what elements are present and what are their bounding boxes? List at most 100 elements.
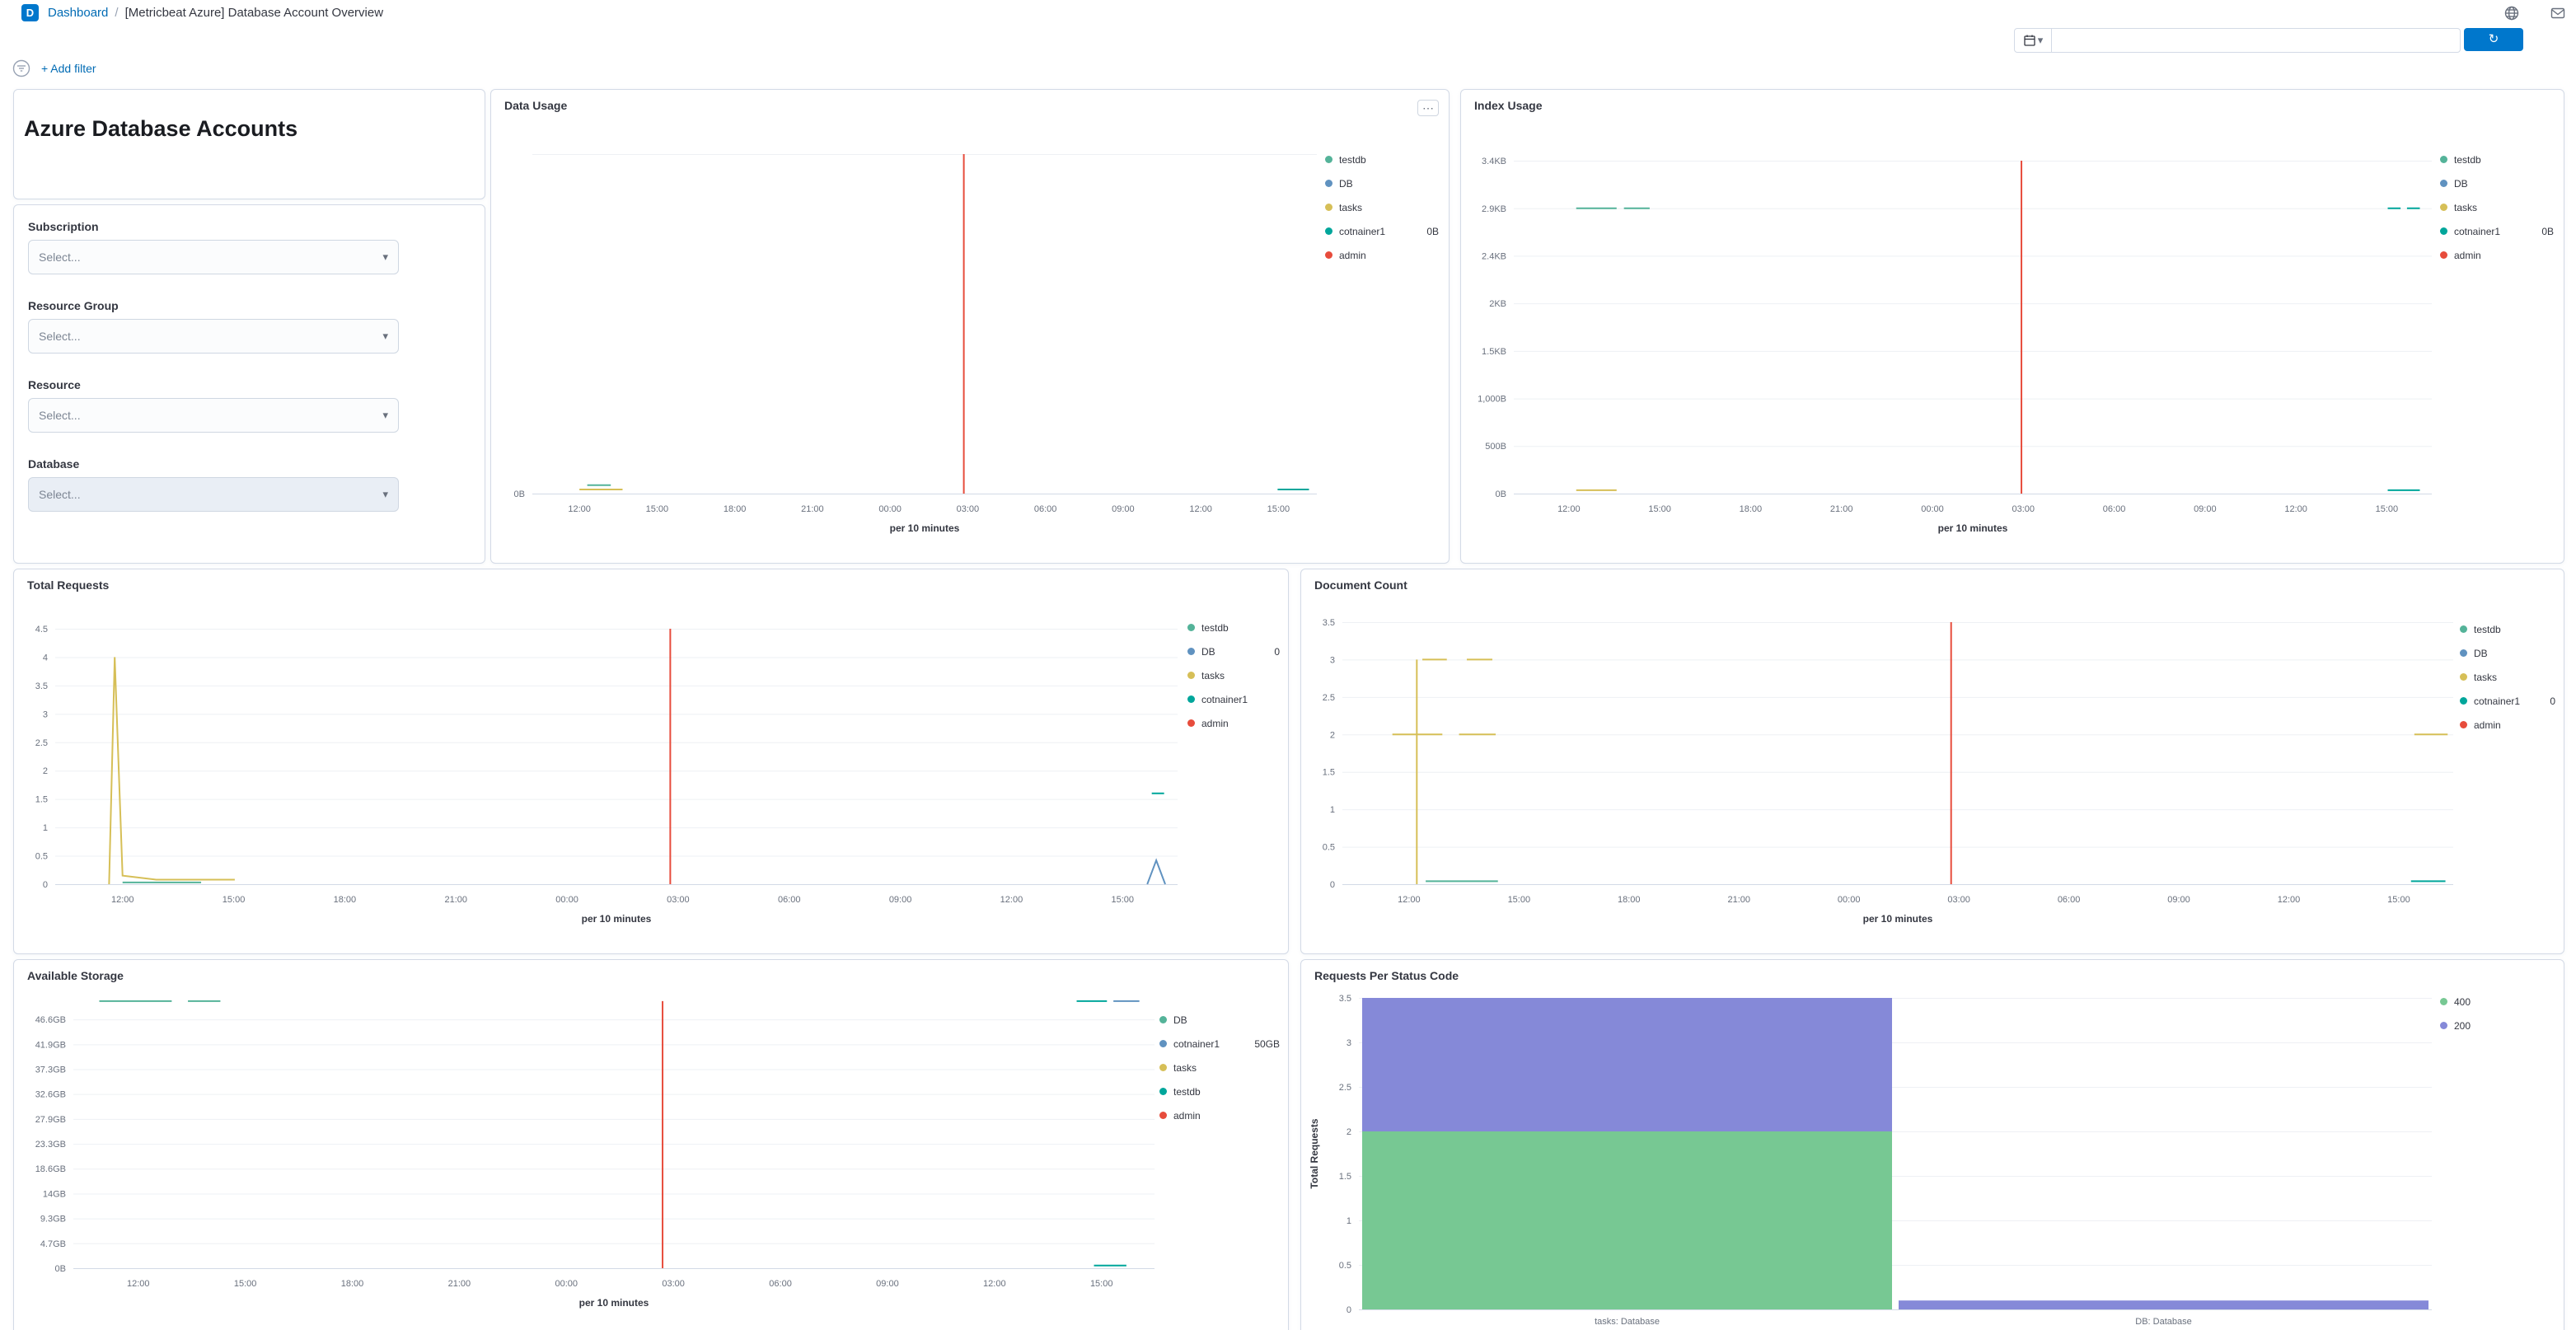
svg-text:2.9KB: 2.9KB (1482, 204, 1506, 214)
resource-select[interactable]: Select... ▾ (28, 398, 399, 433)
svg-text:0: 0 (1330, 880, 1335, 890)
svg-text:1,000B: 1,000B (1478, 395, 1506, 405)
legend-color-dot (2460, 673, 2467, 681)
legend-item[interactable]: admin (2440, 243, 2554, 267)
svg-text:32.6GB: 32.6GB (35, 1090, 66, 1100)
svg-text:18:00: 18:00 (334, 895, 357, 905)
svg-text:0.5: 0.5 (35, 852, 48, 862)
svg-text:per 10 minutes: per 10 minutes (1863, 913, 1933, 925)
legend-item[interactable]: cotnainer1 (1187, 687, 1280, 711)
svg-text:12:00: 12:00 (1557, 504, 1581, 514)
legend-item[interactable]: tasks (1159, 1056, 1280, 1079)
svg-text:per 10 minutes: per 10 minutes (1938, 522, 2008, 534)
legend-item[interactable]: cotnainer1 0B (1325, 219, 1439, 243)
legend-item[interactable]: tasks (2440, 195, 2554, 219)
legend-label: tasks (2474, 671, 2498, 683)
legend-label: admin (1339, 249, 1366, 261)
legend-item[interactable]: cotnainer1 0 (2460, 689, 2555, 713)
subscription-select[interactable]: Select... ▾ (28, 240, 399, 274)
chart-canvas: 0 0.5 1 1.5 2 2.5 3 3.5 4 4.5 12:00 15:00 18:00 21:00… (35, 625, 1178, 925)
legend-item[interactable]: testdb (1187, 616, 1280, 639)
select-placeholder: Select... (39, 488, 81, 501)
legend-item[interactable]: tasks (2460, 665, 2555, 689)
svg-text:0: 0 (1347, 1305, 1351, 1315)
available-storage-chart: 0B 4.7GB 9.3GB 14GB 18.6GB 23.3GB 27.9GB 32.6GB… (19, 986, 1163, 1330)
legend-color-dot (1159, 1016, 1167, 1023)
filter-icon[interactable] (12, 59, 31, 78)
legend-item[interactable]: admin (1187, 711, 1280, 735)
svg-text:2.4KB: 2.4KB (1482, 251, 1506, 261)
svg-text:2KB: 2KB (1489, 299, 1506, 309)
legend-label: cotnainer1 (2474, 695, 2521, 707)
legend-item[interactable]: cotnainer1 0B (2440, 219, 2554, 243)
legend-item[interactable]: admin (1325, 243, 1439, 267)
legend-color-dot (1187, 672, 1195, 679)
resource-group-select[interactable]: Select... ▾ (28, 319, 399, 354)
svg-text:9.3GB: 9.3GB (40, 1215, 66, 1225)
svg-text:12:00: 12:00 (2278, 895, 2301, 905)
legend-color-dot (1325, 156, 1332, 163)
legend-item[interactable]: admin (1159, 1103, 1280, 1127)
date-picker[interactable]: ▾ (2014, 28, 2461, 53)
legend-item[interactable]: testdb (2460, 617, 2555, 641)
legend-item[interactable]: cotnainer1 50GB (1159, 1032, 1280, 1056)
mail-icon[interactable] (2550, 5, 2566, 21)
legend-item[interactable]: DB (2460, 641, 2555, 665)
legend-item[interactable]: tasks (1187, 663, 1280, 687)
legend-item[interactable]: testdb (1325, 148, 1439, 171)
control-group-database: Database Select... ▾ (28, 457, 471, 512)
svg-text:21:00: 21:00 (448, 1279, 471, 1289)
panel-total-requests: Total Requests 0 0.5 1 1.5 2 2.5 3 3.5 4 4.5 12:00… (13, 569, 1289, 954)
legend-label: testdb (1173, 1085, 1201, 1098)
panel-index-usage: Index Usage 0B 500B 1,000B 1.5KB 2KB 2.4KB 2.9… (1460, 89, 2564, 564)
date-quick-select-button[interactable]: ▾ (2015, 29, 2052, 52)
svg-text:15:00: 15:00 (1267, 504, 1290, 514)
chart-canvas: 0B 500B 1,000B 1.5KB 2KB 2.4KB 2.9KB 3.4KB 12:00… (1478, 157, 2432, 534)
chart-canvas: 0 0.5 1 1.5 2 2.5 3 3.5 Total Requests tasks: Dat… (1309, 994, 2432, 1327)
legend-item[interactable]: testdb (2440, 148, 2554, 171)
svg-text:DB: Database: DB: Database (2135, 1317, 2191, 1327)
legend-color-dot (2440, 251, 2447, 259)
svg-text:18.6GB: 18.6GB (35, 1164, 66, 1174)
panel-available-storage: Available Storage 0B 4.7GB 9.3GB 14GB 18.6GB… (13, 959, 1289, 1330)
svg-text:09:00: 09:00 (2167, 895, 2190, 905)
legend-item[interactable]: tasks (1325, 195, 1439, 219)
svg-text:03:00: 03:00 (2012, 504, 2035, 514)
add-filter-link[interactable]: + Add filter (41, 62, 96, 75)
svg-text:12:00: 12:00 (1189, 504, 1212, 514)
legend-item[interactable]: DB 0 (1187, 639, 1280, 663)
legend-item[interactable]: 400 (2440, 990, 2555, 1014)
legend-color-dot (2440, 1022, 2447, 1029)
total-requests-chart: 0 0.5 1 1.5 2 2.5 3 3.5 4 4.5 12:00 15:00 18:00 21:00… (19, 596, 1186, 950)
svg-text:3: 3 (43, 709, 48, 719)
svg-text:14GB: 14GB (43, 1189, 66, 1199)
svg-text:0B: 0B (55, 1264, 66, 1274)
chart-legend: 400 200 (2440, 990, 2555, 1037)
app-logo[interactable]: D (21, 4, 39, 21)
database-select[interactable]: Select... ▾ (28, 477, 399, 512)
legend-item[interactable]: DB (1325, 171, 1439, 195)
legend-color-dot (1325, 180, 1332, 187)
svg-text:15:00: 15:00 (222, 895, 246, 905)
svg-text:12:00: 12:00 (2284, 504, 2307, 514)
breadcrumb-dashboard-link[interactable]: Dashboard (48, 6, 109, 20)
legend-item[interactable]: testdb (1159, 1079, 1280, 1103)
legend-label: tasks (1173, 1061, 1197, 1074)
svg-text:15:00: 15:00 (646, 504, 669, 514)
svg-text:1: 1 (1347, 1216, 1351, 1226)
svg-text:15:00: 15:00 (1111, 895, 1134, 905)
legend-value: 0 (2550, 695, 2555, 707)
legend-item[interactable]: DB (2440, 171, 2554, 195)
chart-legend: testdb DB tasks cotnainer1 0B admin (1325, 148, 1439, 267)
legend-item[interactable]: 200 (2440, 1014, 2555, 1037)
chart-canvas: 0B 4.7GB 9.3GB 14GB 18.6GB 23.3GB 27.9GB 32.6GB… (35, 1000, 1155, 1309)
panel-data-usage: Data Usage ⋯ 0B 12:00 15:00 18:00 21:00 00:00… (490, 89, 1450, 564)
legend-item[interactable]: DB (1159, 1008, 1280, 1032)
legend-color-dot (1325, 204, 1332, 211)
update-button[interactable]: ↻ (2464, 28, 2523, 51)
legend-color-dot (1159, 1040, 1167, 1047)
globe-icon[interactable] (2503, 5, 2520, 21)
svg-text:06:00: 06:00 (1034, 504, 1057, 514)
legend-item[interactable]: admin (2460, 713, 2555, 737)
panel-options-button[interactable]: ⋯ (1417, 100, 1439, 116)
